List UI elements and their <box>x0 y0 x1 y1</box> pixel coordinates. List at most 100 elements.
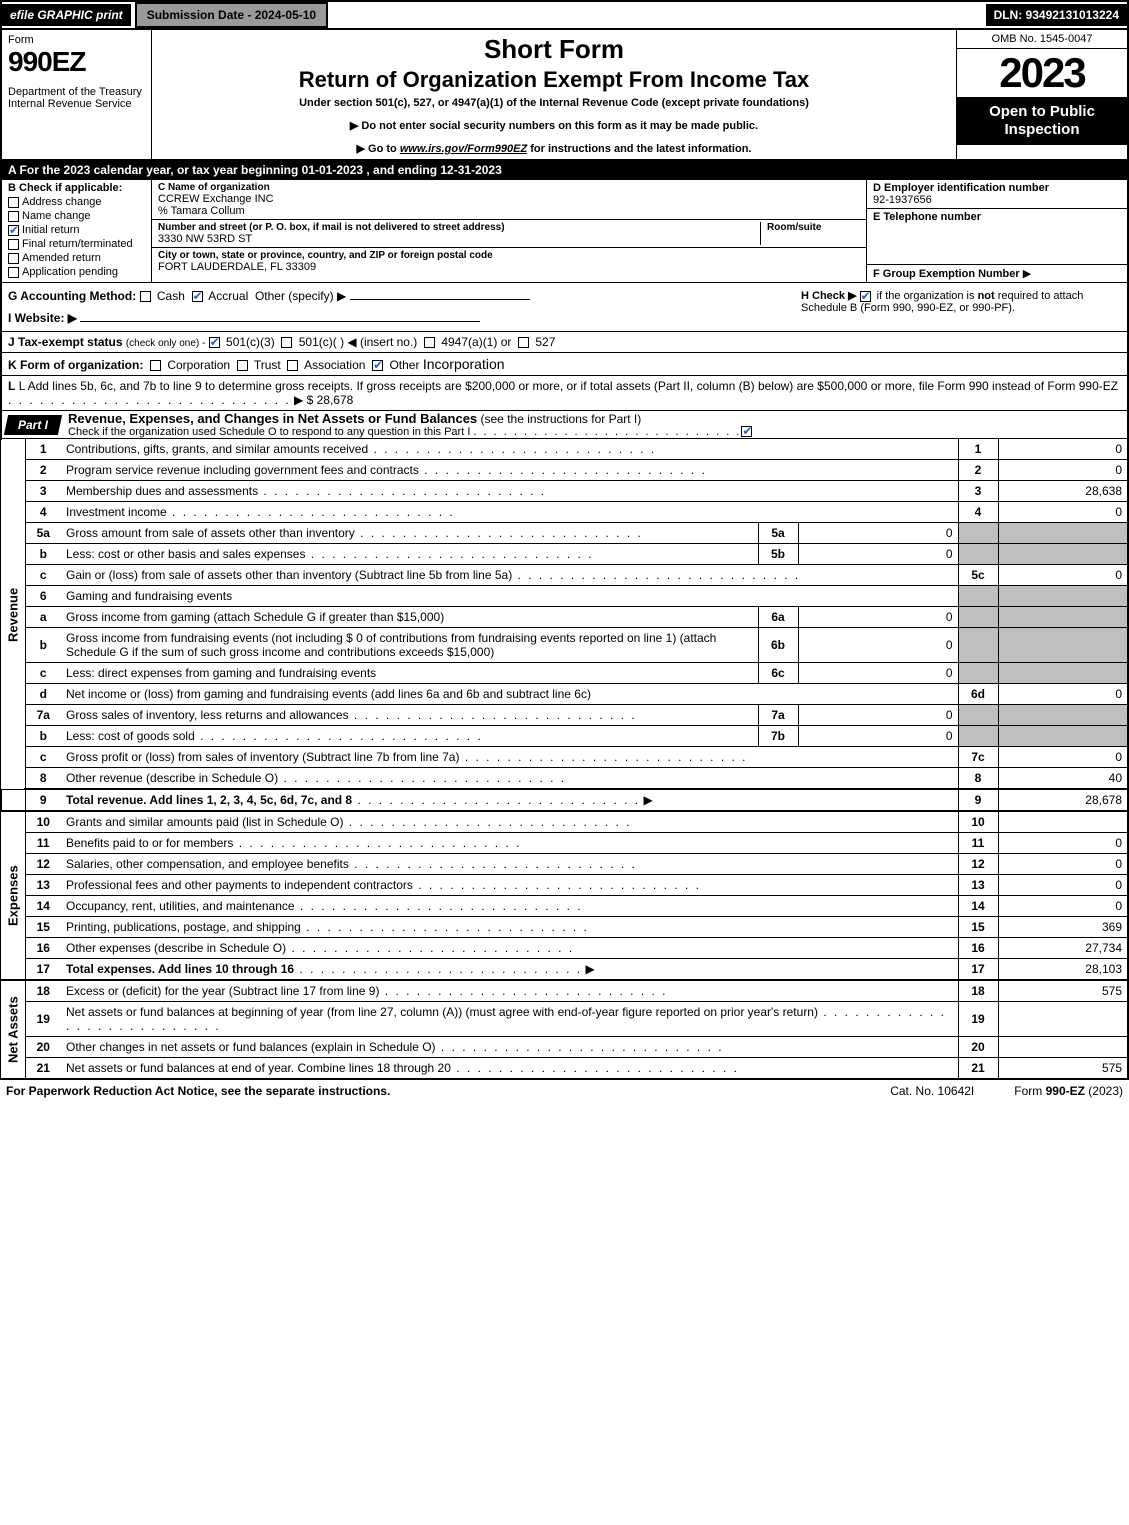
l-amount: $ 28,678 <box>307 393 354 407</box>
website-input[interactable] <box>80 321 480 322</box>
l5c-box: 5c <box>958 565 998 586</box>
l2-box: 2 <box>958 460 998 481</box>
l9-num: 9 <box>25 789 61 811</box>
line-20: 20 Other changes in net assets or fund b… <box>1 1037 1128 1058</box>
l10-box: 10 <box>958 811 998 833</box>
chk-trust[interactable] <box>237 360 248 371</box>
chk-4947[interactable] <box>424 337 435 348</box>
l5b-sublab: 5b <box>758 544 798 565</box>
l6d-box: 6d <box>958 684 998 705</box>
row-j-tax-exempt: J Tax-exempt status (check only one) - 5… <box>0 332 1129 353</box>
l3-val: 28,638 <box>998 481 1128 502</box>
form-ref: Form 990-EZ (2023) <box>1014 1084 1123 1098</box>
street-label: Number and street (or P. O. box, if mail… <box>158 222 760 233</box>
part-1-sub: Check if the organization used Schedule … <box>68 426 758 438</box>
chk-name-change[interactable]: Name change <box>8 210 145 222</box>
rev-side-end <box>1 789 25 811</box>
chk-501c3[interactable] <box>209 337 220 348</box>
form-title: Return of Organization Exempt From Incom… <box>160 67 948 93</box>
efile-graphic-print[interactable]: efile GRAPHIC print <box>2 4 131 26</box>
chk-other[interactable] <box>372 360 383 371</box>
j-opt3: 4947(a)(1) or <box>441 335 511 349</box>
l3-desc: Membership dues and assessments <box>66 484 258 498</box>
line-7b: b Less: cost of goods sold 7b 0 <box>1 726 1128 747</box>
line-6d: d Net income or (loss) from gaming and f… <box>1 684 1128 705</box>
line-10: Expenses 10 Grants and similar amounts p… <box>1 811 1128 833</box>
l1-num: 1 <box>25 439 61 460</box>
l5b-num: b <box>25 544 61 565</box>
l21-num: 21 <box>25 1058 61 1080</box>
cat-no: Cat. No. 10642I <box>890 1084 974 1098</box>
chk-corporation[interactable] <box>150 360 161 371</box>
street-value: 3330 NW 53RD ST <box>158 233 760 245</box>
l6-desc: Gaming and fundraising events <box>61 586 958 607</box>
top-bar: efile GRAPHIC print Submission Date - 20… <box>0 0 1129 30</box>
chk-application-pending[interactable]: Application pending <box>8 266 145 278</box>
chk-association[interactable] <box>287 360 298 371</box>
chk-final-return[interactable]: Final return/terminated <box>8 238 145 250</box>
org-name: CCREW Exchange INC <box>158 193 860 205</box>
tax-year: 2023 <box>957 49 1127 97</box>
line-12: 12 Salaries, other compensation, and emp… <box>1 854 1128 875</box>
l4-desc: Investment income <box>66 505 167 519</box>
l7c-num: c <box>25 747 61 768</box>
l19-num: 19 <box>25 1002 61 1037</box>
l-text: L Add lines 5b, 6c, and 7b to line 9 to … <box>19 379 1118 393</box>
l7c-desc: Gross profit or (loss) from sales of inv… <box>66 750 459 764</box>
g-cash: Cash <box>157 289 185 303</box>
j-label: J Tax-exempt status <box>8 335 123 349</box>
l9-desc: Total revenue. Add lines 1, 2, 3, 4, 5c,… <box>66 793 352 807</box>
row-k-org-form: K Form of organization: Corporation Trus… <box>0 353 1129 376</box>
l6b-sublab: 6b <box>758 628 798 663</box>
g-other-input[interactable] <box>350 299 530 300</box>
header-left: Form 990EZ Department of the Treasury In… <box>2 30 152 159</box>
section-g-accounting: G Accounting Method: Cash Accrual Other … <box>8 289 801 325</box>
chk-address-change[interactable]: Address change <box>8 196 145 208</box>
irs-link[interactable]: www.irs.gov/Form990EZ <box>400 143 527 155</box>
l6a-num: a <box>25 607 61 628</box>
line-16: 16 Other expenses (describe in Schedule … <box>1 938 1128 959</box>
l7a-desc: Gross sales of inventory, less returns a… <box>66 708 349 722</box>
line-9: 9 Total revenue. Add lines 1, 2, 3, 4, 5… <box>1 789 1128 811</box>
l10-val <box>998 811 1128 833</box>
l6c-subval: 0 <box>798 663 958 684</box>
l7b-desc: Less: cost of goods sold <box>66 729 195 743</box>
l13-num: 13 <box>25 875 61 896</box>
g-label: G Accounting Method: <box>8 289 136 303</box>
l20-desc: Other changes in net assets or fund bala… <box>66 1040 436 1054</box>
l17-val: 28,103 <box>998 959 1128 981</box>
l6d-num: d <box>25 684 61 705</box>
l6c-desc: Less: direct expenses from gaming and fu… <box>61 663 758 684</box>
chk-527[interactable] <box>518 337 529 348</box>
chk-amended-return[interactable]: Amended return <box>8 252 145 264</box>
goto-pre: ▶ Go to <box>357 143 400 155</box>
open-to-public: Open to Public Inspection <box>957 97 1127 145</box>
l18-num: 18 <box>25 980 61 1002</box>
chk-initial-return[interactable]: Initial return <box>8 224 145 236</box>
l1-box: 1 <box>958 439 998 460</box>
g-accrual: Accrual <box>208 289 248 303</box>
city-value: FORT LAUDERDALE, FL 33309 <box>158 261 860 273</box>
chk-schedule-b-not-required[interactable] <box>860 291 871 302</box>
chk-accrual[interactable] <box>192 291 203 302</box>
l20-val <box>998 1037 1128 1058</box>
info-grid: B Check if applicable: Address change Na… <box>0 180 1129 283</box>
l21-val: 575 <box>998 1058 1128 1080</box>
chk-schedule-o-used[interactable] <box>741 426 752 437</box>
revenue-side-label: Revenue <box>1 439 25 789</box>
row-g-h: G Accounting Method: Cash Accrual Other … <box>0 283 1129 332</box>
omb-number: OMB No. 1545-0047 <box>957 30 1127 49</box>
l21-desc: Net assets or fund balances at end of ye… <box>66 1061 451 1075</box>
l17-desc: Total expenses. Add lines 10 through 16 <box>66 962 294 976</box>
line-3: 3 Membership dues and assessments 3 28,6… <box>1 481 1128 502</box>
line-19: 19 Net assets or fund balances at beginn… <box>1 1002 1128 1037</box>
l7a-sublab: 7a <box>758 705 798 726</box>
l14-desc: Occupancy, rent, utilities, and maintena… <box>66 899 295 913</box>
form-number: 990EZ <box>8 46 145 78</box>
l10-desc: Grants and similar amounts paid (list in… <box>66 815 343 829</box>
chk-cash[interactable] <box>140 291 151 302</box>
header-mid: Short Form Return of Organization Exempt… <box>152 30 957 159</box>
l5a-subval: 0 <box>798 523 958 544</box>
chk-501c[interactable] <box>281 337 292 348</box>
page-footer: For Paperwork Reduction Act Notice, see … <box>0 1080 1129 1102</box>
